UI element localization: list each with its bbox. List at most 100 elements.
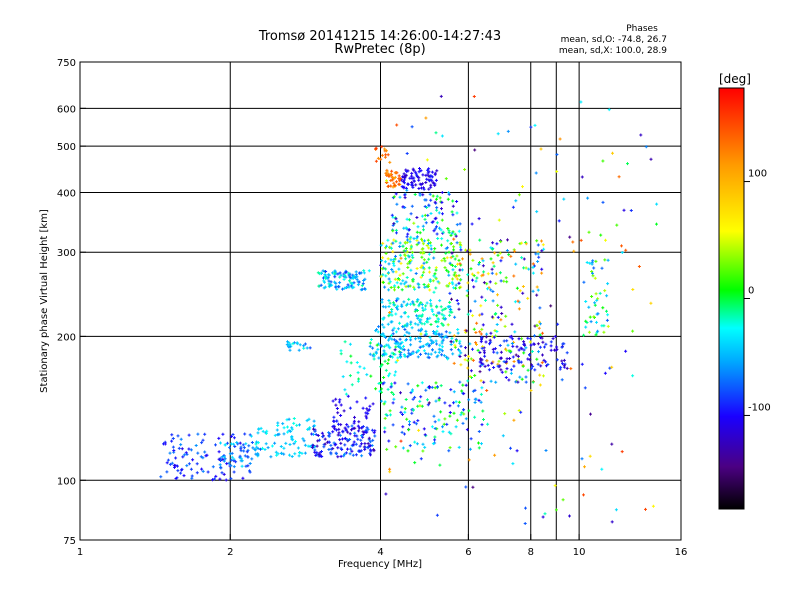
scatter-point xyxy=(483,364,487,368)
scatter-point xyxy=(398,195,402,199)
scatter-point xyxy=(481,264,485,268)
scatter-point xyxy=(423,217,427,221)
scatter-point xyxy=(560,345,564,349)
scatter-point xyxy=(513,330,517,334)
scatter-point xyxy=(344,275,348,279)
scatter-point xyxy=(450,310,454,314)
scatter-point xyxy=(438,299,442,303)
scatter-point xyxy=(405,302,409,306)
scatter-point xyxy=(297,348,301,352)
scatter-point xyxy=(558,137,562,141)
scatter-point xyxy=(418,320,422,324)
scatter-point xyxy=(617,175,621,179)
scatter-point xyxy=(442,257,446,260)
scatter-point xyxy=(458,222,462,226)
scatter-point xyxy=(595,298,599,302)
scatter-point xyxy=(363,445,367,449)
scatter-point xyxy=(189,467,193,471)
x-tick-label: 1 xyxy=(77,547,83,558)
scatter-point xyxy=(420,314,424,318)
scatter-point xyxy=(432,290,436,294)
scatter-point xyxy=(335,407,339,410)
scatter-point xyxy=(438,343,442,347)
scatter-point xyxy=(421,193,425,197)
scatter-point xyxy=(394,270,398,274)
scatter-point xyxy=(472,274,476,278)
scatter-point xyxy=(211,465,215,469)
scatter-point xyxy=(254,442,258,446)
scatter-point xyxy=(522,340,526,344)
y-tick-label: 400 xyxy=(57,188,76,199)
scatter-point xyxy=(587,330,591,334)
scatter-point xyxy=(523,522,527,525)
scatter-point xyxy=(390,310,394,314)
scatter-point xyxy=(357,449,361,453)
scatter-point xyxy=(393,381,397,385)
scatter-point xyxy=(422,258,426,262)
scatter-point xyxy=(395,202,399,206)
scatter-point xyxy=(427,257,431,261)
scatter-point xyxy=(445,268,449,272)
scatter-point xyxy=(336,272,340,276)
scatter-point xyxy=(411,301,415,305)
scatter-point xyxy=(242,449,246,453)
scatter-point xyxy=(501,434,505,438)
scatter-point xyxy=(385,244,388,248)
scatter-point xyxy=(441,425,444,429)
scatter-point xyxy=(409,336,412,340)
scatter-point xyxy=(365,373,369,377)
scatter-point xyxy=(530,363,533,367)
scatter-point xyxy=(323,273,327,276)
scatter-point xyxy=(413,461,417,465)
scatter-point xyxy=(386,362,390,365)
scatter-point xyxy=(391,261,395,265)
scatter-point xyxy=(179,443,183,447)
scatter-point xyxy=(249,434,253,438)
scatter-point xyxy=(291,342,295,346)
scatter-point xyxy=(313,429,317,433)
scatter-point xyxy=(176,434,180,438)
scatter-point xyxy=(517,193,521,197)
scatter-point xyxy=(549,344,553,348)
scatter-point xyxy=(305,419,309,423)
scatter-point xyxy=(388,280,392,284)
scatter-point xyxy=(412,179,416,183)
scatter-point xyxy=(417,428,421,432)
scatter-point xyxy=(445,422,449,426)
scatter-point xyxy=(431,279,435,283)
scatter-point xyxy=(247,444,251,448)
scatter-point xyxy=(455,274,459,278)
scatter-point xyxy=(367,436,371,440)
scatter-point xyxy=(363,431,367,434)
scatter-point xyxy=(184,451,188,455)
scatter-point xyxy=(455,254,459,258)
scatter-point xyxy=(540,239,543,243)
scatter-point xyxy=(389,184,393,188)
scatter-point xyxy=(433,272,437,276)
scatter-point xyxy=(346,283,350,287)
scatter-point xyxy=(526,296,530,300)
scatter-point xyxy=(341,430,345,434)
scatter-point xyxy=(512,418,516,422)
scatter-point xyxy=(219,456,223,460)
scatter-point xyxy=(624,349,628,353)
scatter-point xyxy=(395,231,398,235)
scatter-point xyxy=(441,338,445,342)
scatter-point xyxy=(425,244,429,247)
scatter-point xyxy=(535,210,539,214)
scatter-point xyxy=(515,345,519,349)
scatter-point xyxy=(387,314,391,318)
scatter-point xyxy=(513,300,517,304)
scatter-point xyxy=(404,173,408,177)
scatter-point xyxy=(429,174,433,178)
scatter-point xyxy=(444,251,448,255)
scatter-point xyxy=(541,515,545,519)
scatter-point xyxy=(516,354,520,358)
scatter-point xyxy=(303,342,307,346)
colorbar-tick-label: 0 xyxy=(748,286,754,297)
scatter-point xyxy=(478,351,482,354)
scatter-point xyxy=(541,353,544,357)
scatter-point xyxy=(464,248,467,252)
scatter-point xyxy=(372,448,376,452)
scatter-point xyxy=(389,320,393,324)
